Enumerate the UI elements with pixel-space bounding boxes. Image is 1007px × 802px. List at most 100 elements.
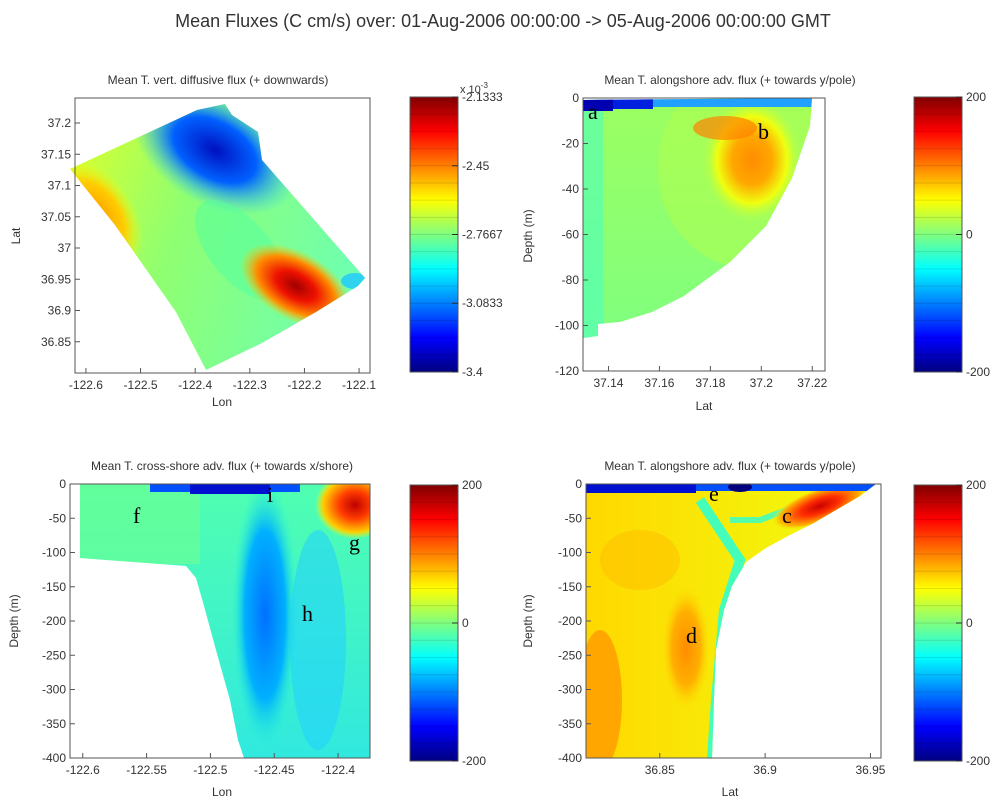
- x-tick-label: -122.6: [69, 378, 103, 392]
- y-tick-label: -200: [42, 614, 66, 628]
- colorbar-tick-label: 200: [462, 478, 482, 492]
- panel-2-colorbar-ticks: 200 0 -200: [914, 90, 990, 379]
- y-tick-label: -100: [558, 546, 582, 560]
- y-tick-label: -80: [562, 273, 580, 287]
- colorbar-tick-label: 200: [966, 90, 986, 104]
- colorbar-tick-label: 0: [966, 228, 973, 242]
- panel-3-colorbar: [409, 484, 459, 762]
- y-tick-label: -400: [558, 751, 582, 765]
- x-tick-label: 37.22: [797, 376, 827, 390]
- y-tick-label: -250: [42, 648, 66, 662]
- panel-1-ylabel: Lat: [9, 227, 23, 244]
- x-tick-label: -122.4: [178, 378, 212, 392]
- x-tick-label: 37.18: [695, 376, 725, 390]
- panel-1-xlabel: Lon: [212, 395, 232, 409]
- panel-2-ylabel: Depth (m): [521, 209, 535, 262]
- y-tick-label: 0: [575, 477, 582, 491]
- colorbar-tick-label: -2.1333: [462, 90, 503, 104]
- colorbar-tick-label: -200: [966, 754, 990, 768]
- panel-alongshore-flux-upper: Mean T. alongshore adv. flux (+ towards …: [521, 73, 990, 413]
- panel-4-xlabel: Lat: [722, 785, 739, 799]
- panel-4-field: [586, 484, 876, 758]
- y-tick-label: -300: [558, 683, 582, 697]
- y-tick-label: 36.85: [41, 335, 71, 349]
- x-tick-label: -122.55: [126, 763, 167, 777]
- panel-4-colorbar: [913, 484, 963, 762]
- panel-3-xlabel: Lon: [212, 785, 232, 799]
- panel-4-colorbar-ticks: 200 0 -200: [914, 478, 990, 768]
- annotation-g: g: [349, 530, 360, 555]
- colorbar-tick-label: 0: [462, 616, 469, 630]
- annotation-f: f: [133, 503, 141, 528]
- x-tick-label: 36.95: [855, 763, 885, 777]
- annotation-h: h: [302, 601, 313, 626]
- y-tick-label: -400: [42, 751, 66, 765]
- panel-alongshore-flux-lower: Mean T. alongshore adv. flux (+ towards …: [521, 459, 990, 799]
- x-tick-label: 36.85: [645, 763, 675, 777]
- annotation-d: d: [686, 623, 697, 648]
- annotation-i: i: [267, 482, 273, 507]
- figure-title: Mean Fluxes (C cm/s) over: 01-Aug-2006 0…: [175, 11, 831, 31]
- y-tick-label: -350: [558, 717, 582, 731]
- annotation-c: c: [782, 503, 792, 528]
- panel-vertical-diffusive-flux: Mean T. vert. diffusive flux (+ downward…: [9, 73, 503, 409]
- y-tick-label: 37.05: [41, 210, 71, 224]
- y-tick-label: -40: [562, 182, 580, 196]
- y-tick-label: 37: [58, 241, 72, 255]
- colorbar-tick-label: -2.45: [462, 159, 490, 173]
- y-tick-label: -60: [562, 228, 580, 242]
- y-tick-label: -200: [558, 614, 582, 628]
- x-tick-label: 37.16: [644, 376, 674, 390]
- x-tick-label: -122.2: [287, 378, 321, 392]
- y-tick-label: -150: [558, 580, 582, 594]
- y-tick-label: -100: [42, 546, 66, 560]
- annotation-e: e: [709, 481, 719, 506]
- panel-3-colorbar-ticks: 200 0 -200: [410, 478, 486, 768]
- y-tick-label: -100: [555, 319, 579, 333]
- panel-2-field: [583, 98, 812, 338]
- y-tick-label: -300: [42, 683, 66, 697]
- colorbar-tick-label: -3.4: [462, 365, 483, 379]
- x-tick-label: -122.45: [254, 763, 295, 777]
- panel-1-colorbar: [409, 96, 459, 373]
- panel-4-ylabel: Depth (m): [521, 594, 535, 647]
- panel-3-ylabel: Depth (m): [7, 594, 21, 647]
- y-tick-label: 0: [572, 91, 579, 105]
- colorbar-tick-label: -200: [966, 365, 990, 379]
- panel-4-title: Mean T. alongshore adv. flux (+ towards …: [604, 459, 855, 473]
- panel-4-axes: 36.85 36.9 36.95 0 -50 -100 -150 -200 -250 -300 -3…: [558, 477, 886, 777]
- y-tick-label: -20: [562, 137, 580, 151]
- y-tick-label: 36.95: [41, 272, 71, 286]
- panel-3-axes: -122.6 -122.55 -122.5 -122.45 -122.4 0 -50 -100…: [42, 477, 355, 777]
- y-tick-label: -50: [49, 511, 67, 525]
- panel-2-xlabel: Lat: [696, 399, 713, 413]
- colorbar-tick-label: 200: [966, 478, 986, 492]
- x-tick-label: 37.14: [593, 376, 623, 390]
- annotation-b: b: [758, 119, 769, 144]
- y-tick-label: -350: [42, 717, 66, 731]
- colorbar-tick-label: 0: [966, 616, 973, 630]
- panel-1-colorbar-exponent: x 10-3: [460, 81, 488, 96]
- y-tick-label: -250: [558, 648, 582, 662]
- colorbar-tick-label: -200: [462, 754, 486, 768]
- y-tick-label: -120: [555, 364, 579, 378]
- panel-2-title: Mean T. alongshore adv. flux (+ towards …: [604, 73, 855, 87]
- y-tick-label: -150: [42, 580, 66, 594]
- panel-1-axes-box: [74, 97, 371, 374]
- y-tick-label: 37.15: [41, 147, 71, 161]
- x-tick-label: -122.6: [66, 763, 100, 777]
- panel-2-colorbar: [913, 96, 963, 373]
- x-tick-label: -122.4: [321, 763, 355, 777]
- y-tick-label: 37.2: [48, 116, 72, 130]
- panel-1-field: [70, 104, 365, 370]
- x-tick-label: -122.5: [124, 378, 158, 392]
- x-tick-label: -122.5: [193, 763, 227, 777]
- x-tick-label: 37.2: [750, 376, 774, 390]
- panel-1-colorbar-ticks: -2.1333 -2.45 -2.7667 -3.0833 -3.4: [410, 90, 503, 379]
- panel-1-axes: -122.6 -122.5 -122.4 -122.3 -122.2 -122.1 37.2…: [41, 116, 376, 392]
- colorbar-tick-label: -2.7667: [462, 228, 503, 242]
- x-tick-label: -122.1: [342, 378, 376, 392]
- panel-cross-shore-flux: Mean T. cross-shore adv. flux (+ towards…: [7, 459, 486, 799]
- y-tick-label: 36.9: [48, 304, 72, 318]
